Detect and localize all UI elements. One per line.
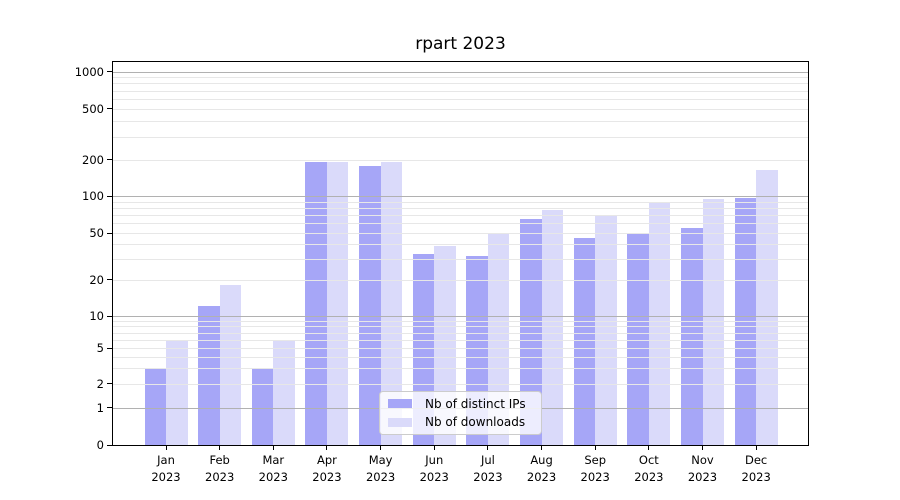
chart-title: rpart 2023: [415, 34, 506, 54]
y-tick-label-10: 10: [89, 309, 104, 323]
bar-may-2023-downloads: [380, 162, 403, 445]
x-tick-mark-apr-2023: [326, 446, 328, 450]
y-tick-mark-200: [107, 159, 112, 160]
x-tick-label-feb-2023: Feb 2023: [205, 453, 235, 484]
bars-layer: [113, 62, 808, 445]
y-tick-mark-50: [107, 232, 112, 234]
x-tick-label-jan-2023: Jan 2023: [151, 453, 181, 484]
legend-item-downloads: Nb of downloads: [386, 415, 533, 431]
bar-may-2023-distinct-ips: [359, 165, 381, 445]
x-tick-label-oct-2023: Oct 2023: [634, 453, 664, 484]
x-tick-mark-mar-2023: [272, 446, 274, 450]
x-tick-label-nov-2023: Nov 2023: [687, 453, 718, 484]
plot-area: Nb of distinct IPs Nb of downloads: [112, 61, 809, 446]
legend: Nb of distinct IPs Nb of downloads: [379, 391, 542, 435]
y-tick-label-2: 2: [96, 376, 104, 391]
x-tick-mark-jun-2023: [433, 446, 435, 450]
x-tick-mark-nov-2023: [702, 446, 703, 450]
y-tick-mark-100: [107, 195, 112, 197]
x-tick-label-aug-2023: Aug 2023: [526, 453, 557, 484]
y-tick-label-1000: 1000: [74, 64, 104, 79]
y-tick-mark-500: [107, 108, 112, 109]
y-tick-label-5: 5: [96, 341, 104, 355]
x-tick-mark-dec-2023: [755, 446, 757, 450]
y-tick-mark-20: [107, 279, 112, 280]
x-tick-label-may-2023: May 2023: [365, 453, 396, 484]
x-tick-label-dec-2023: Dec 2023: [741, 453, 771, 484]
bar-mar-2023-downloads: [273, 339, 295, 445]
y-tick-mark-10: [107, 315, 112, 317]
bar-nov-2023-distinct-ips: [681, 227, 703, 445]
y-tick-label-0: 0: [96, 438, 104, 452]
x-tick-mark-oct-2023: [648, 446, 650, 450]
x-tick-mark-jan-2023: [165, 446, 167, 450]
bar-aug-2023-downloads: [541, 210, 564, 445]
y-tick-mark-1: [107, 407, 112, 408]
x-tick-label-jul-2023: Jul 2023: [473, 453, 503, 484]
x-tick-mark-sep-2023: [594, 446, 596, 450]
bar-mar-2023-distinct-ips: [251, 367, 274, 445]
legend-swatch-distinct-ips: [388, 399, 412, 409]
bar-jan-2023-distinct-ips: [144, 367, 166, 445]
legend-swatch-downloads: [388, 417, 412, 427]
y-tick-label-1: 1: [96, 400, 104, 415]
y-tick-label-50: 50: [89, 226, 104, 240]
bar-dec-2023-distinct-ips: [734, 197, 757, 445]
bar-sep-2023-distinct-ips: [573, 238, 596, 445]
legend-label-downloads: Nb of downloads: [425, 415, 526, 430]
y-tick-label-100: 100: [82, 189, 104, 203]
y-tick-mark-0: [107, 444, 112, 446]
bar-nov-2023-downloads: [702, 199, 724, 445]
y-tick-label-200: 200: [82, 152, 104, 167]
bar-feb-2023-downloads: [219, 285, 242, 445]
x-tick-mark-jul-2023: [487, 446, 489, 450]
bar-apr-2023-distinct-ips: [305, 162, 327, 445]
bar-oct-2023-downloads: [648, 201, 671, 445]
bar-apr-2023-downloads: [326, 162, 349, 445]
bar-aug-2023-distinct-ips: [520, 219, 542, 445]
bar-feb-2023-distinct-ips: [198, 306, 220, 445]
bar-sep-2023-downloads: [595, 215, 617, 445]
x-tick-label-sep-2023: Sep 2023: [580, 453, 610, 484]
bar-jan-2023-downloads: [166, 339, 188, 445]
y-tick-label-500: 500: [82, 101, 104, 116]
y-tick-mark-1000: [107, 71, 112, 72]
legend-item-distinct-ips: Nb of distinct IPs: [386, 396, 533, 412]
x-tick-mark-may-2023: [380, 446, 382, 450]
y-tick-mark-2: [107, 383, 112, 384]
bar-dec-2023-downloads: [756, 169, 778, 445]
y-tick-mark-5: [107, 347, 112, 349]
bar-oct-2023-distinct-ips: [627, 233, 649, 445]
x-tick-mark-feb-2023: [219, 446, 221, 450]
x-tick-label-jun-2023: Jun 2023: [419, 453, 449, 484]
x-tick-label-mar-2023: Mar 2023: [258, 453, 288, 484]
x-tick-mark-aug-2023: [541, 446, 543, 450]
legend-label-distinct-ips: Nb of distinct IPs: [425, 396, 526, 411]
x-tick-label-apr-2023: Apr 2023: [312, 453, 342, 484]
y-tick-label-20: 20: [89, 272, 104, 287]
